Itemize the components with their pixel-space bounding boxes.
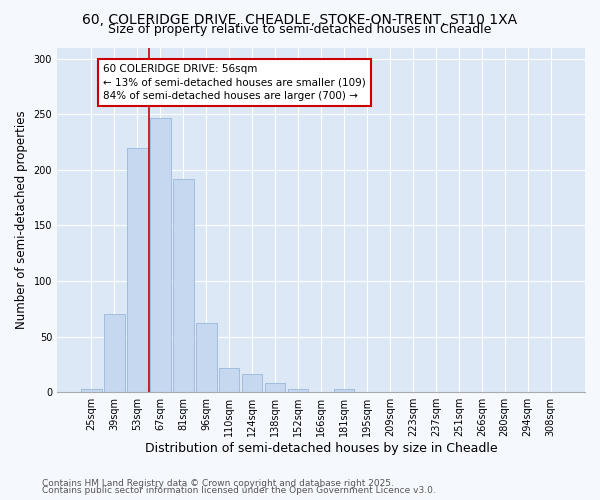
Bar bbox=[265, 384, 286, 392]
Bar bbox=[196, 324, 217, 392]
Bar bbox=[81, 389, 102, 392]
Text: 60 COLERIDGE DRIVE: 56sqm
← 13% of semi-detached houses are smaller (109)
84% of: 60 COLERIDGE DRIVE: 56sqm ← 13% of semi-… bbox=[103, 64, 365, 100]
Bar bbox=[219, 368, 239, 392]
Bar bbox=[127, 148, 148, 392]
Bar bbox=[334, 389, 355, 392]
X-axis label: Distribution of semi-detached houses by size in Cheadle: Distribution of semi-detached houses by … bbox=[145, 442, 497, 455]
Text: Size of property relative to semi-detached houses in Cheadle: Size of property relative to semi-detach… bbox=[109, 24, 491, 36]
Text: 60, COLERIDGE DRIVE, CHEADLE, STOKE-ON-TRENT, ST10 1XA: 60, COLERIDGE DRIVE, CHEADLE, STOKE-ON-T… bbox=[82, 12, 518, 26]
Text: Contains public sector information licensed under the Open Government Licence v3: Contains public sector information licen… bbox=[42, 486, 436, 495]
Text: Contains HM Land Registry data © Crown copyright and database right 2025.: Contains HM Land Registry data © Crown c… bbox=[42, 478, 394, 488]
Y-axis label: Number of semi-detached properties: Number of semi-detached properties bbox=[15, 110, 28, 329]
Bar bbox=[242, 374, 262, 392]
Bar bbox=[173, 178, 194, 392]
Bar bbox=[288, 389, 308, 392]
Bar bbox=[104, 314, 125, 392]
Bar bbox=[150, 118, 170, 392]
